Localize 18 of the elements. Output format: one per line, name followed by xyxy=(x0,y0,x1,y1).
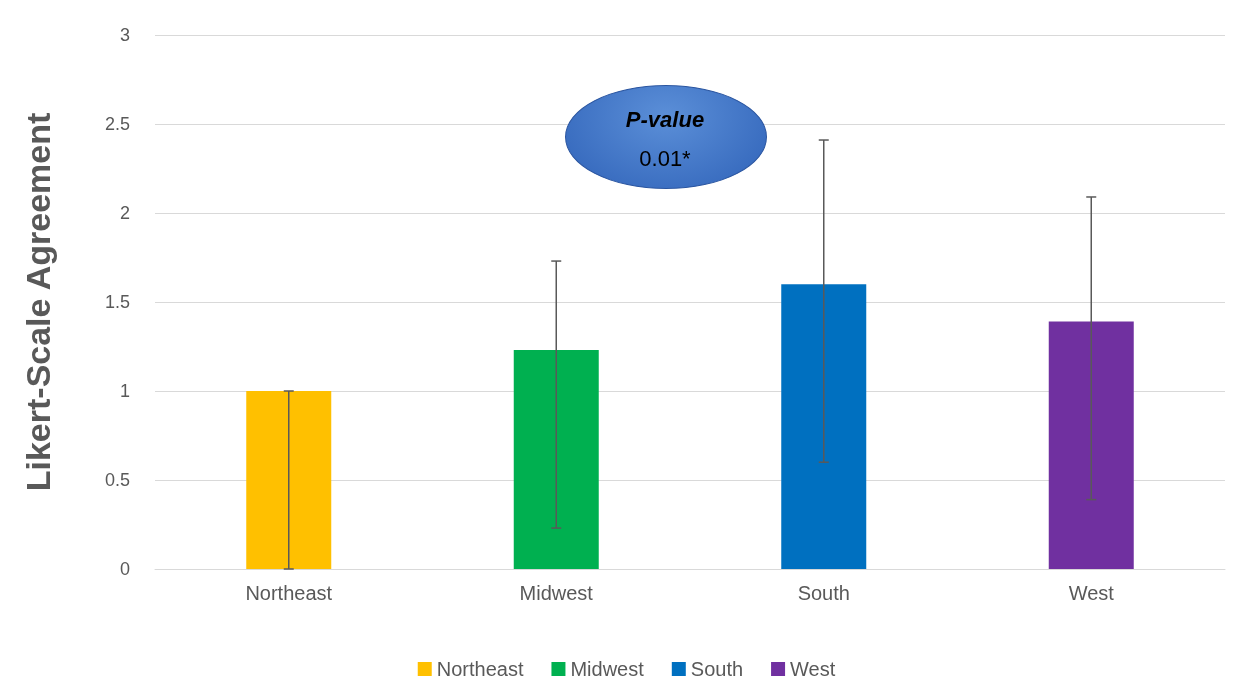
y-tick-label: 0 xyxy=(119,559,130,579)
legend-label: South xyxy=(690,658,744,680)
x-tick-label: Midwest xyxy=(519,582,594,604)
x-tick-label: South xyxy=(797,582,850,604)
x-tick-label: West xyxy=(1068,582,1115,604)
x-tick-label: Northeast xyxy=(245,582,333,604)
annotation: 0.01* xyxy=(638,146,692,172)
y-tick-label: 2 xyxy=(119,203,130,223)
legend-label: Midwest xyxy=(570,658,645,680)
y-tick-label: 1.5 xyxy=(104,292,130,312)
y-axis-title: Likert-Scale Agreement xyxy=(19,112,57,492)
legend-label: West xyxy=(790,658,836,680)
y-tick-label: 1 xyxy=(119,381,130,401)
annotation: P-value xyxy=(624,107,706,133)
legend-label: Northeast xyxy=(436,658,524,680)
y-tick-label: 0.5 xyxy=(104,470,130,490)
y-tick-label: 3 xyxy=(119,25,130,45)
y-tick-label: 2.5 xyxy=(104,114,130,134)
